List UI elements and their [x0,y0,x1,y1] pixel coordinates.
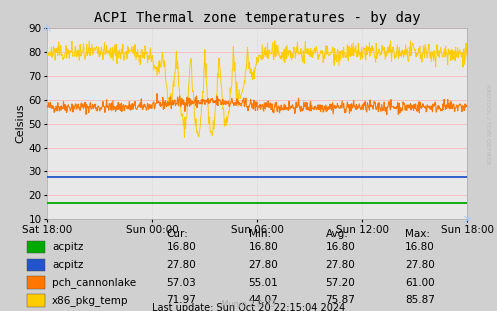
Text: 55.01: 55.01 [248,278,278,288]
Text: pch_cannonlake: pch_cannonlake [52,277,136,288]
Text: RRDTOOL / TOBI OETIKER: RRDTOOL / TOBI OETIKER [486,84,491,165]
FancyBboxPatch shape [27,241,45,253]
Text: 27.80: 27.80 [166,260,196,270]
Text: Cur:: Cur: [166,230,188,239]
Text: 27.80: 27.80 [405,260,435,270]
Text: 75.87: 75.87 [326,295,355,305]
Text: acpitz: acpitz [52,260,83,270]
Text: Avg:: Avg: [326,230,348,239]
Text: 16.80: 16.80 [405,242,435,252]
FancyBboxPatch shape [27,294,45,307]
Text: Min:: Min: [248,230,271,239]
Text: 61.00: 61.00 [405,278,435,288]
Text: 57.03: 57.03 [166,278,196,288]
Title: ACPI Thermal zone temperatures - by day: ACPI Thermal zone temperatures - by day [94,12,420,26]
Text: Last update: Sun Oct 20 22:15:04 2024: Last update: Sun Oct 20 22:15:04 2024 [152,303,345,311]
Text: 27.80: 27.80 [248,260,278,270]
Text: 57.20: 57.20 [326,278,355,288]
Text: Munin 2.0.73: Munin 2.0.73 [221,299,276,309]
FancyBboxPatch shape [27,259,45,271]
Text: 16.80: 16.80 [326,242,355,252]
Y-axis label: Celsius: Celsius [16,104,26,143]
Text: 16.80: 16.80 [248,242,278,252]
Text: 71.97: 71.97 [166,295,196,305]
Text: acpitz: acpitz [52,242,83,252]
Text: Max:: Max: [405,230,430,239]
Text: 16.80: 16.80 [166,242,196,252]
Text: 85.87: 85.87 [405,295,435,305]
Text: 27.80: 27.80 [326,260,355,270]
FancyBboxPatch shape [27,276,45,289]
Text: x86_pkg_temp: x86_pkg_temp [52,295,129,306]
Text: 44.07: 44.07 [248,295,278,305]
